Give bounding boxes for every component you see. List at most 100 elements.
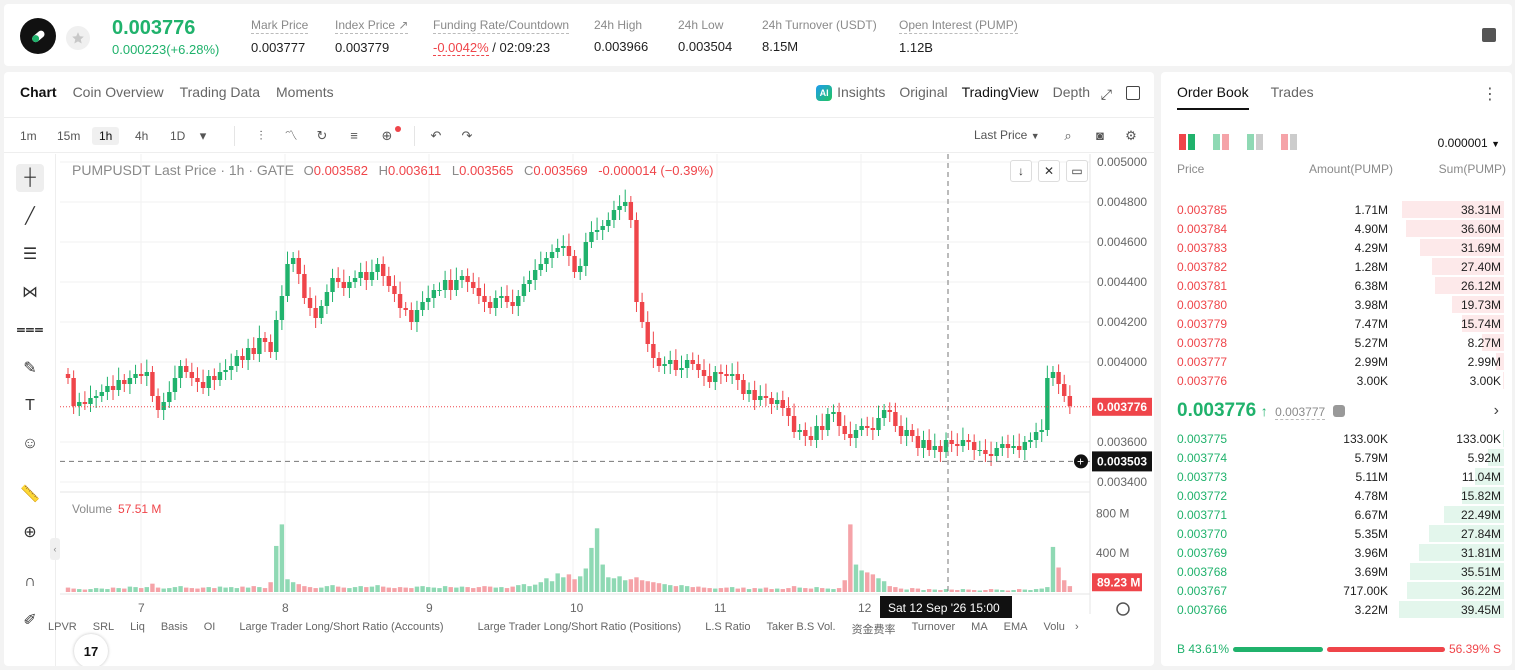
view-both-icon[interactable]: [1179, 134, 1195, 150]
tab-original[interactable]: Original: [899, 84, 948, 100]
fib-icon[interactable]: ⩶: [16, 321, 44, 338]
timeframe-4h[interactable]: 4h: [135, 129, 149, 143]
candle-type-icon[interactable]: ⫶: [259, 128, 263, 143]
ruler-icon[interactable]: 📏: [20, 486, 40, 503]
emoji-icon[interactable]: ☺: [21, 435, 39, 452]
indicator-ma[interactable]: MA: [971, 621, 988, 633]
chart-area[interactable]: 0.003776 +0.003503 0.005000 0.004800 0.00460…: [60, 154, 1154, 666]
magnet-icon[interactable]: ∩: [24, 573, 36, 590]
ask-row[interactable]: 0.003779 7.47M 15.74M: [1161, 314, 1512, 333]
tab-chart[interactable]: Chart: [20, 84, 57, 100]
tab-depth[interactable]: Depth: [1052, 84, 1090, 100]
gear-icon[interactable]: ⚙: [1125, 128, 1137, 143]
favorite-star-icon[interactable]: [66, 26, 90, 50]
tab-coin-overview[interactable]: Coin Overview: [72, 84, 164, 100]
volume-bar: [127, 586, 133, 592]
bid-row[interactable]: 0.003770 5.35M 27.84M: [1161, 524, 1512, 543]
volume-bar: [623, 580, 628, 592]
chevron-right-icon[interactable]: ›: [1074, 621, 1079, 633]
scroll-down-icon[interactable]: ↓: [1010, 160, 1032, 182]
bid-row[interactable]: 0.003775 133.00K 133.00K: [1161, 429, 1512, 448]
camera-icon[interactable]: ◙: [1096, 128, 1104, 143]
template-icon[interactable]: ≡: [350, 128, 358, 143]
axis-settings-icon[interactable]: [1116, 602, 1130, 616]
crosshair-icon[interactable]: ┼: [16, 164, 44, 192]
bid-row[interactable]: 0.003774 5.79M 5.92M: [1161, 448, 1512, 467]
bid-row[interactable]: 0.003767 717.00K 36.22M: [1161, 581, 1512, 600]
collapse-icon[interactable]: ✕: [1038, 160, 1060, 182]
tab-insights[interactable]: AI Insights: [816, 84, 885, 102]
add-indicator-icon[interactable]: ⊕: [381, 128, 393, 143]
replay-icon[interactable]: ↻: [316, 128, 328, 143]
expand-icon[interactable]: ⤢: [1100, 86, 1112, 102]
bid-row[interactable]: 0.003773 5.11M 11.04M: [1161, 467, 1512, 486]
indicator-funding-rate[interactable]: 资金费率: [851, 624, 896, 636]
ask-row[interactable]: 0.003777 2.99M 2.99M: [1161, 352, 1512, 371]
view-bids-icon[interactable]: [1213, 134, 1229, 150]
ask-row[interactable]: 0.003782 1.28M 27.40M: [1161, 257, 1512, 276]
timeframe-1h[interactable]: 1h: [92, 127, 120, 145]
collapse-toolbar-icon[interactable]: ‹: [50, 538, 60, 560]
stat-index-price[interactable]: Index Price ↗ 0.003779: [335, 18, 409, 55]
indicator-oi[interactable]: OI: [203, 621, 216, 633]
indicator-liq[interactable]: Liq: [130, 621, 145, 633]
timeframe-1d[interactable]: 1D: [170, 129, 186, 143]
tab-trades[interactable]: Trades: [1270, 84, 1314, 100]
timeframe-1m[interactable]: 1m: [20, 129, 37, 143]
pattern-icon[interactable]: ⋈: [22, 284, 38, 301]
indicator-icon[interactable]: 〽: [284, 128, 298, 143]
ask-sum: 19.73M: [1460, 298, 1501, 312]
pencil-lock-icon[interactable]: ✐: [23, 612, 37, 629]
bid-row[interactable]: 0.003772 4.78M 15.82M: [1161, 486, 1512, 505]
more-icon[interactable]: ⋮: [1482, 86, 1498, 103]
ask-row[interactable]: 0.003778 5.27M 8.27M: [1161, 333, 1512, 352]
bid-row[interactable]: 0.003766 3.22M 39.45M: [1161, 600, 1512, 619]
view-asks-green-icon[interactable]: [1247, 134, 1263, 150]
tab-order-book[interactable]: Order Book: [1177, 84, 1249, 110]
bid-row[interactable]: 0.003771 6.67M 22.49M: [1161, 505, 1512, 524]
ask-row[interactable]: 0.003785 1.71M 38.31M: [1161, 200, 1512, 219]
indicator-srl[interactable]: SRL: [92, 621, 115, 633]
indicator-volume[interactable]: Volu: [1043, 621, 1065, 633]
candlestick-chart[interactable]: 0.003776 + 0.003503 0.005000 0.004800 0.00460…: [60, 154, 1154, 666]
indicator-turnover[interactable]: Turnover: [911, 621, 956, 633]
brush-icon[interactable]: ✎: [23, 360, 37, 377]
bid-row[interactable]: 0.003769 3.96M 31.81M: [1161, 543, 1512, 562]
indicator-ema[interactable]: EMA: [1003, 621, 1028, 633]
add-alert-icon[interactable]: [1074, 454, 1088, 469]
tab-moments[interactable]: Moments: [276, 84, 334, 100]
redo-icon[interactable]: ↷: [461, 128, 473, 143]
search-icon[interactable]: ⌕: [1064, 128, 1072, 143]
price-axis-label: 0.005000: [1097, 155, 1147, 169]
ask-row[interactable]: 0.003776 3.00K 3.00K: [1161, 371, 1512, 390]
ask-row[interactable]: 0.003784 4.90M 36.60M: [1161, 219, 1512, 238]
ask-row[interactable]: 0.003780 3.98M 19.73M: [1161, 295, 1512, 314]
ask-row[interactable]: 0.003783 4.29M 31.69M: [1161, 238, 1512, 257]
indicator-lpvr[interactable]: LPVR: [48, 621, 77, 633]
indicator-taker-vol[interactable]: Taker B.S Vol.: [766, 621, 836, 633]
view-asks-icon[interactable]: [1281, 134, 1297, 150]
precision-select[interactable]: 0.000001 ▼: [1438, 136, 1500, 150]
bid-row[interactable]: 0.003768 3.69M 35.51M: [1161, 562, 1512, 581]
chevron-down-icon[interactable]: ▾: [199, 128, 207, 143]
maximize-icon[interactable]: [1126, 86, 1140, 100]
price-source-select[interactable]: Last Price ▼: [974, 128, 1040, 142]
ask-row[interactable]: 0.003781 6.38M 26.12M: [1161, 276, 1512, 295]
horizontal-lines-icon[interactable]: ☰: [22, 246, 38, 263]
chevron-right-icon[interactable]: ›: [1493, 402, 1499, 419]
volume-bar: [369, 586, 375, 592]
timeframe-15m[interactable]: 15m: [57, 129, 81, 143]
refresh-icon[interactable]: ▭: [1066, 160, 1088, 182]
zoom-in-icon[interactable]: ⊕: [23, 524, 37, 541]
tab-tradingview[interactable]: TradingView: [961, 84, 1039, 100]
indicator-ls-accounts[interactable]: Large Trader Long/Short Ratio (Accounts): [239, 621, 444, 633]
indicator-ls-ratio[interactable]: L.S Ratio: [705, 621, 751, 633]
notes-icon[interactable]: [1482, 28, 1496, 42]
indicator-basis[interactable]: Basis: [160, 621, 188, 633]
orderbook-mid-price[interactable]: 0.003776 ↑ 0.003777 ›: [1177, 400, 1501, 424]
tab-trading-data[interactable]: Trading Data: [179, 84, 261, 100]
text-icon[interactable]: T: [25, 397, 35, 414]
trendline-icon[interactable]: ╱: [25, 208, 35, 225]
indicator-ls-positions[interactable]: Large Trader Long/Short Ratio (Positions…: [477, 621, 682, 633]
undo-icon[interactable]: ↶: [430, 128, 442, 143]
